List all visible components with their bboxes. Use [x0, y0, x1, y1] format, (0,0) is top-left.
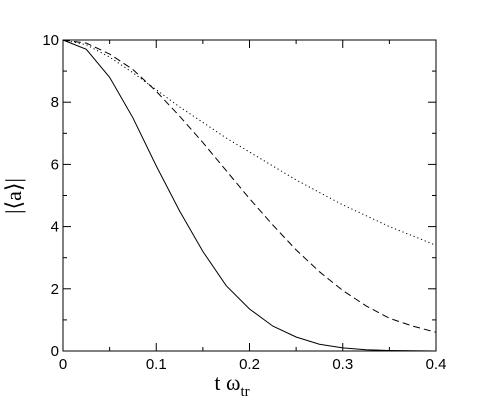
x-tick-label: 0.3: [332, 356, 353, 373]
y-axis-title: |⟨a⟩|: [1, 178, 26, 214]
series-line-dashed: [62, 39, 437, 333]
series-line-dotted: [62, 39, 437, 246]
y-tick-label: 6: [51, 156, 59, 173]
y-tick-label: 4: [51, 219, 59, 236]
y-tick-label: 0: [51, 343, 59, 360]
x-axis-title-subscript: tr: [240, 384, 249, 400]
x-tick-label: 0.2: [239, 356, 260, 373]
plot-frame: [62, 39, 437, 352]
x-tick-label: 0.4: [426, 356, 447, 373]
series-line-solid: [62, 39, 437, 352]
x-axis-title-main: t ω: [214, 370, 240, 395]
y-tick-label: 2: [51, 281, 59, 298]
x-tick-label: 0: [59, 356, 67, 373]
y-tick-label: 8: [51, 94, 59, 111]
y-tick-label: 10: [42, 32, 59, 49]
x-axis-title: t ωtr: [214, 370, 249, 400]
x-tick-label: 0.1: [146, 356, 167, 373]
